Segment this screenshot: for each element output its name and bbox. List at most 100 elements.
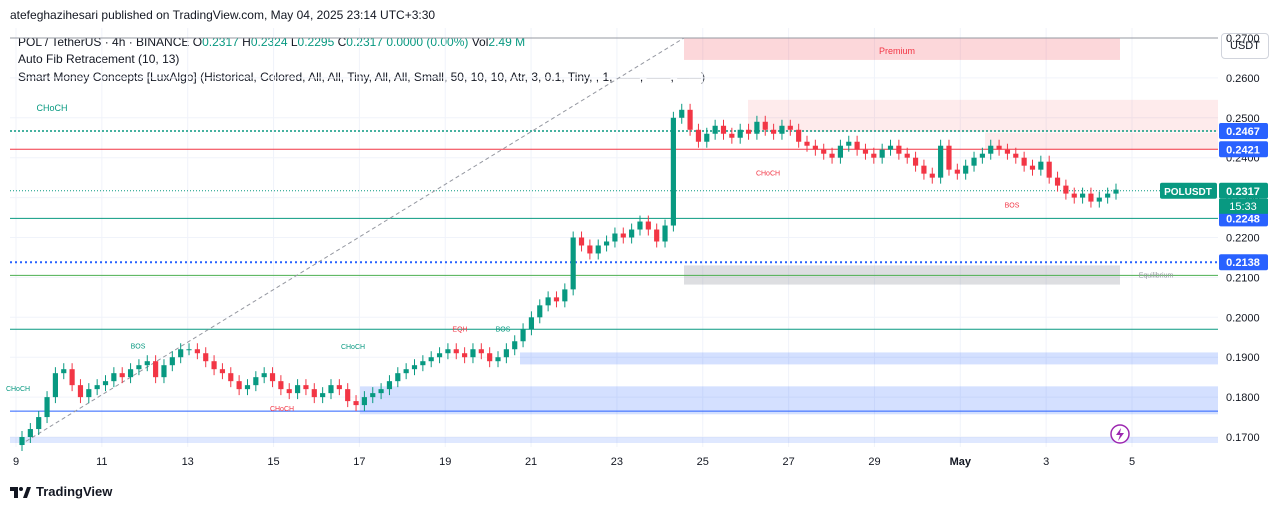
x-tick-label: 23	[611, 456, 623, 468]
candle-body	[269, 373, 276, 382]
candle-body	[487, 353, 493, 362]
candle-body	[1029, 165, 1036, 170]
price-tag-label: 0.2138	[1226, 257, 1260, 269]
tradingview-logo[interactable]: TradingView	[10, 484, 112, 499]
x-tick-label: 25	[697, 456, 709, 468]
candle-body	[712, 125, 718, 134]
candle-body	[921, 165, 927, 174]
candle-body	[111, 373, 117, 382]
candle-body	[1080, 193, 1086, 198]
price-tag	[1219, 254, 1268, 271]
candle-body	[562, 289, 568, 302]
candle-body	[478, 349, 484, 354]
price-tag-label: 0.2317	[1226, 186, 1260, 198]
candle-body	[578, 237, 585, 246]
currency-button[interactable]: USDT	[1221, 33, 1269, 59]
candle-body	[896, 145, 902, 154]
candle-body	[720, 125, 727, 134]
x-tick-label: May	[950, 456, 972, 468]
candle-body	[1038, 161, 1044, 170]
candle-body	[528, 317, 535, 330]
candle-body	[219, 369, 226, 374]
y-tick-label: 0.2000	[1226, 312, 1260, 324]
candle-body	[428, 357, 434, 362]
y-tick-label: 0.1800	[1226, 392, 1260, 404]
candle-body	[695, 129, 702, 142]
candle-body	[996, 145, 1002, 150]
price-tag-label: 0.2248	[1226, 213, 1260, 225]
candle-body	[178, 349, 184, 358]
candle-body	[278, 381, 284, 390]
candle-body	[153, 361, 159, 378]
demand-zone-2	[360, 386, 1218, 415]
candle-body	[771, 129, 777, 134]
candle-body	[453, 349, 459, 354]
candle-body	[386, 381, 393, 390]
candle-body	[44, 397, 50, 418]
candle-body	[570, 237, 576, 290]
candle-body	[846, 141, 852, 146]
y-tick-label: 0.2700	[1226, 33, 1260, 45]
candle-body	[52, 373, 58, 398]
x-tick-label: 27	[782, 456, 794, 468]
candle-body	[119, 373, 125, 378]
candle-body	[144, 361, 150, 366]
candle-body	[946, 145, 952, 170]
candle-body	[887, 145, 894, 150]
candle-body	[645, 221, 651, 230]
annotation-label: EQH	[452, 326, 467, 333]
symbol-tag-label: POLUSDT	[1164, 187, 1212, 198]
candle-body	[470, 349, 476, 358]
volume-value: 2.49 M	[488, 35, 526, 49]
y-tick-label: 0.2100	[1226, 272, 1260, 284]
indicator-smc[interactable]: Smart Money Concepts [LuxAlgo] (Historic…	[18, 70, 706, 84]
candle-body	[979, 153, 985, 158]
symbol-legend[interactable]: POL / TetherUS · 4h · BINANCE O0.2317 H0…	[18, 35, 526, 49]
price-tag	[1219, 122, 1268, 139]
candle-body	[161, 365, 167, 378]
candle-body	[512, 341, 518, 350]
candle-body	[36, 417, 42, 430]
annotation-label: CHoCH	[341, 344, 365, 351]
candle-body	[787, 125, 793, 130]
annotation-label: BOS	[131, 343, 146, 350]
candle-body	[370, 393, 376, 398]
x-tick-label: 21	[525, 456, 537, 468]
x-tick-label: 29	[868, 456, 880, 468]
y-tick-label: 0.2600	[1226, 73, 1260, 85]
x-tick-label: 9	[13, 456, 19, 468]
candle-body	[403, 369, 409, 374]
candle-body	[1096, 197, 1102, 202]
y-tick-label: 0.1700	[1226, 432, 1260, 444]
candle-body	[228, 373, 234, 382]
annotation-label: BOS	[496, 326, 511, 333]
x-tick-label: 5	[1129, 456, 1135, 468]
candle-body	[804, 141, 810, 146]
tradingview-icon	[10, 486, 31, 498]
candle-body	[879, 149, 885, 158]
candle-body	[261, 373, 267, 378]
candle-body	[420, 361, 426, 366]
price-tag	[1219, 182, 1268, 199]
candle-body	[445, 349, 451, 354]
demand-zone	[520, 352, 1218, 365]
candle-body	[612, 233, 618, 242]
candle-body	[253, 377, 259, 386]
candle-body	[954, 169, 960, 174]
high-value: 0.2324	[250, 35, 288, 49]
candle-body	[829, 153, 835, 158]
candle-body	[904, 153, 910, 158]
candle-body	[1021, 157, 1027, 166]
x-tick-label: 19	[439, 456, 451, 468]
candle-body	[1046, 161, 1052, 178]
candle-body	[862, 149, 869, 154]
indicator-fib[interactable]: Auto Fib Retracement (10, 13)	[18, 52, 180, 66]
candle-body	[929, 173, 935, 178]
supply-zone	[748, 99, 1218, 132]
annotation-label: CHoCH	[6, 386, 30, 393]
candle-body	[629, 229, 635, 238]
candle-body	[670, 117, 676, 226]
y-tick-label: 0.1900	[1226, 352, 1260, 364]
